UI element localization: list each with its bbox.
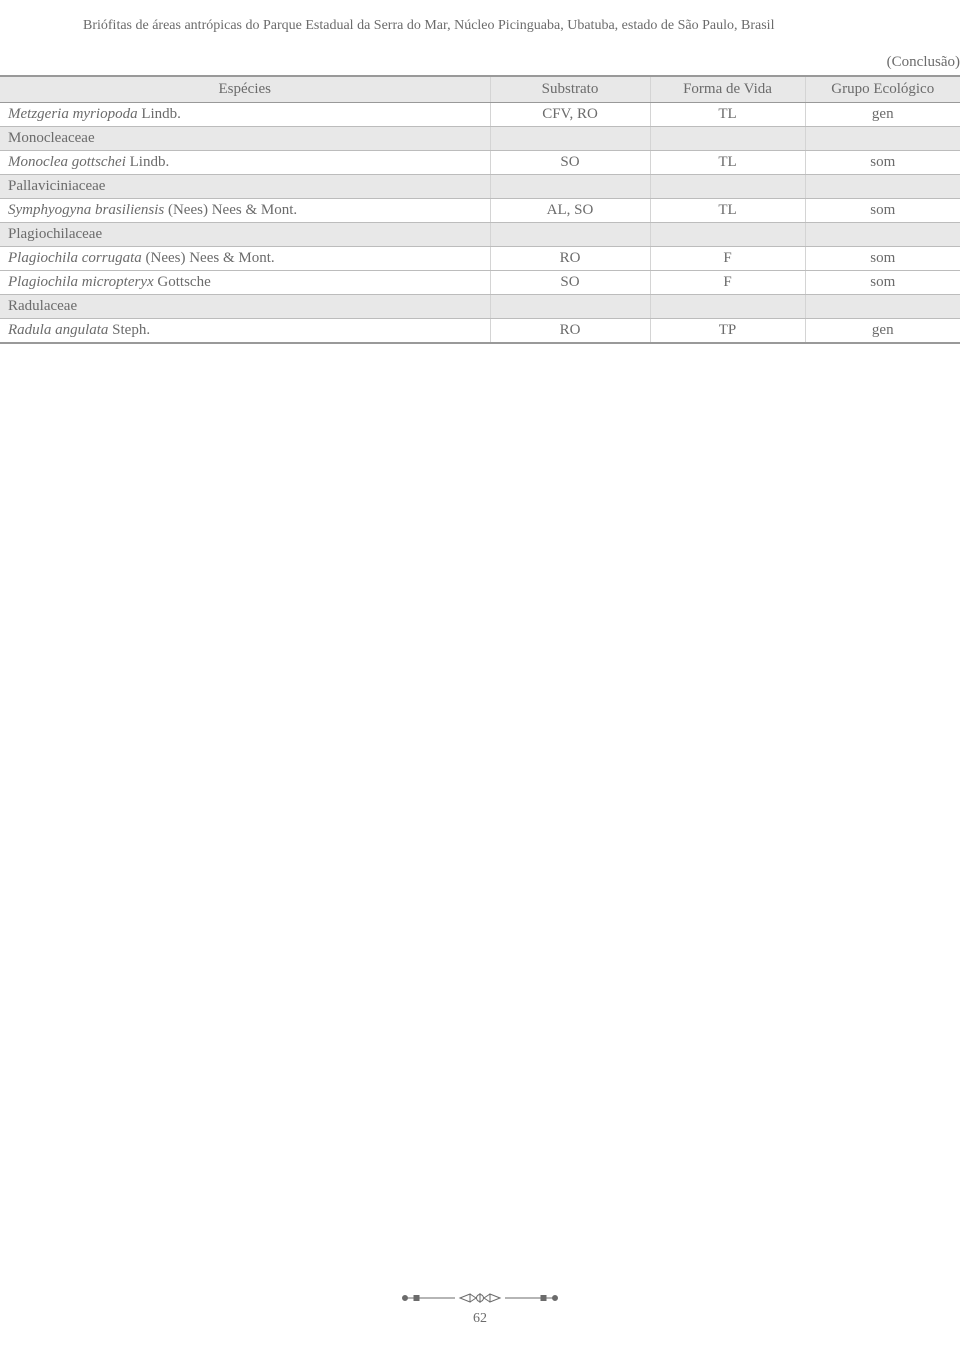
substrate-cell: SO [490,271,650,295]
empty-cell [805,127,960,151]
grupo-cell: som [805,271,960,295]
grupo-cell: gen [805,319,960,344]
table-row: Monocleaceae [0,127,960,151]
grupo-cell: som [805,199,960,223]
family-cell: Pallaviciniaceae [0,175,490,199]
table-row: Pallaviciniaceae [0,175,960,199]
table-row: Radulaceae [0,295,960,319]
table-row: Metzgeria myriopoda Lindb.CFV, ROTLgen [0,103,960,127]
table-row: Monoclea gottschei Lindb.SOTLsom [0,151,960,175]
substrate-cell: RO [490,247,650,271]
species-name-italic: Plagiochila corrugata [8,250,142,266]
species-name-italic: Radula angulata [8,322,108,338]
col-header-species: Espécies [0,76,490,103]
grupo-cell: som [805,247,960,271]
species-cell: Metzgeria myriopoda Lindb. [0,103,490,127]
substrate-cell: SO [490,151,650,175]
forma-cell: TL [650,199,805,223]
empty-cell [490,295,650,319]
table-row: Radula angulata Steph.ROTPgen [0,319,960,344]
species-cell: Radula angulata Steph. [0,319,490,344]
grupo-cell: gen [805,103,960,127]
family-cell: Radulaceae [0,295,490,319]
family-cell: Monocleaceae [0,127,490,151]
empty-cell [805,295,960,319]
species-name-authority: Gottsche [154,274,211,290]
species-cell: Plagiochila corrugata (Nees) Nees & Mont… [0,247,490,271]
ornament-icon [400,1291,560,1305]
forma-cell: TP [650,319,805,344]
table-row: Symphyogyna brasiliensis (Nees) Nees & M… [0,199,960,223]
family-cell: Plagiochilaceae [0,223,490,247]
empty-cell [650,127,805,151]
col-header-substrate: Substrato [490,76,650,103]
species-table: Espécies Substrato Forma de Vida Grupo E… [0,75,960,344]
species-cell: Monoclea gottschei Lindb. [0,151,490,175]
table-header-row: Espécies Substrato Forma de Vida Grupo E… [0,76,960,103]
table-conclusion-label: (Conclusão) [0,34,960,75]
empty-cell [490,127,650,151]
species-name-authority: Lindb. [126,154,169,170]
species-name-authority: (Nees) Nees & Mont. [164,202,297,218]
empty-cell [650,295,805,319]
empty-cell [490,175,650,199]
forma-cell: F [650,271,805,295]
table-row: Plagiochilaceae [0,223,960,247]
species-table-container: Espécies Substrato Forma de Vida Grupo E… [0,75,960,344]
species-name-italic: Metzgeria myriopoda [8,106,138,122]
forma-cell: TL [650,103,805,127]
table-row: Plagiochila micropteryx GottscheSOFsom [0,271,960,295]
species-name-authority: (Nees) Nees & Mont. [142,250,275,266]
col-header-forma: Forma de Vida [650,76,805,103]
empty-cell [650,223,805,247]
substrate-cell: RO [490,319,650,344]
empty-cell [805,175,960,199]
species-name-italic: Monoclea gottschei [8,154,126,170]
empty-cell [490,223,650,247]
empty-cell [805,223,960,247]
table-row: Plagiochila corrugata (Nees) Nees & Mont… [0,247,960,271]
species-name-authority: Lindb. [138,106,181,122]
substrate-cell: AL, SO [490,199,650,223]
empty-cell [650,175,805,199]
forma-cell: TL [650,151,805,175]
species-name-authority: Steph. [108,322,150,338]
footer-ornament: 62 [400,1291,560,1327]
col-header-grupo: Grupo Ecológico [805,76,960,103]
species-name-italic: Symphyogyna brasiliensis [8,202,164,218]
species-name-italic: Plagiochila micropteryx [8,274,154,290]
grupo-cell: som [805,151,960,175]
page-number: 62 [400,1311,560,1327]
running-title: Briófitas de áreas antrópicas do Parque … [0,0,960,34]
species-cell: Plagiochila micropteryx Gottsche [0,271,490,295]
forma-cell: F [650,247,805,271]
species-cell: Symphyogyna brasiliensis (Nees) Nees & M… [0,199,490,223]
substrate-cell: CFV, RO [490,103,650,127]
